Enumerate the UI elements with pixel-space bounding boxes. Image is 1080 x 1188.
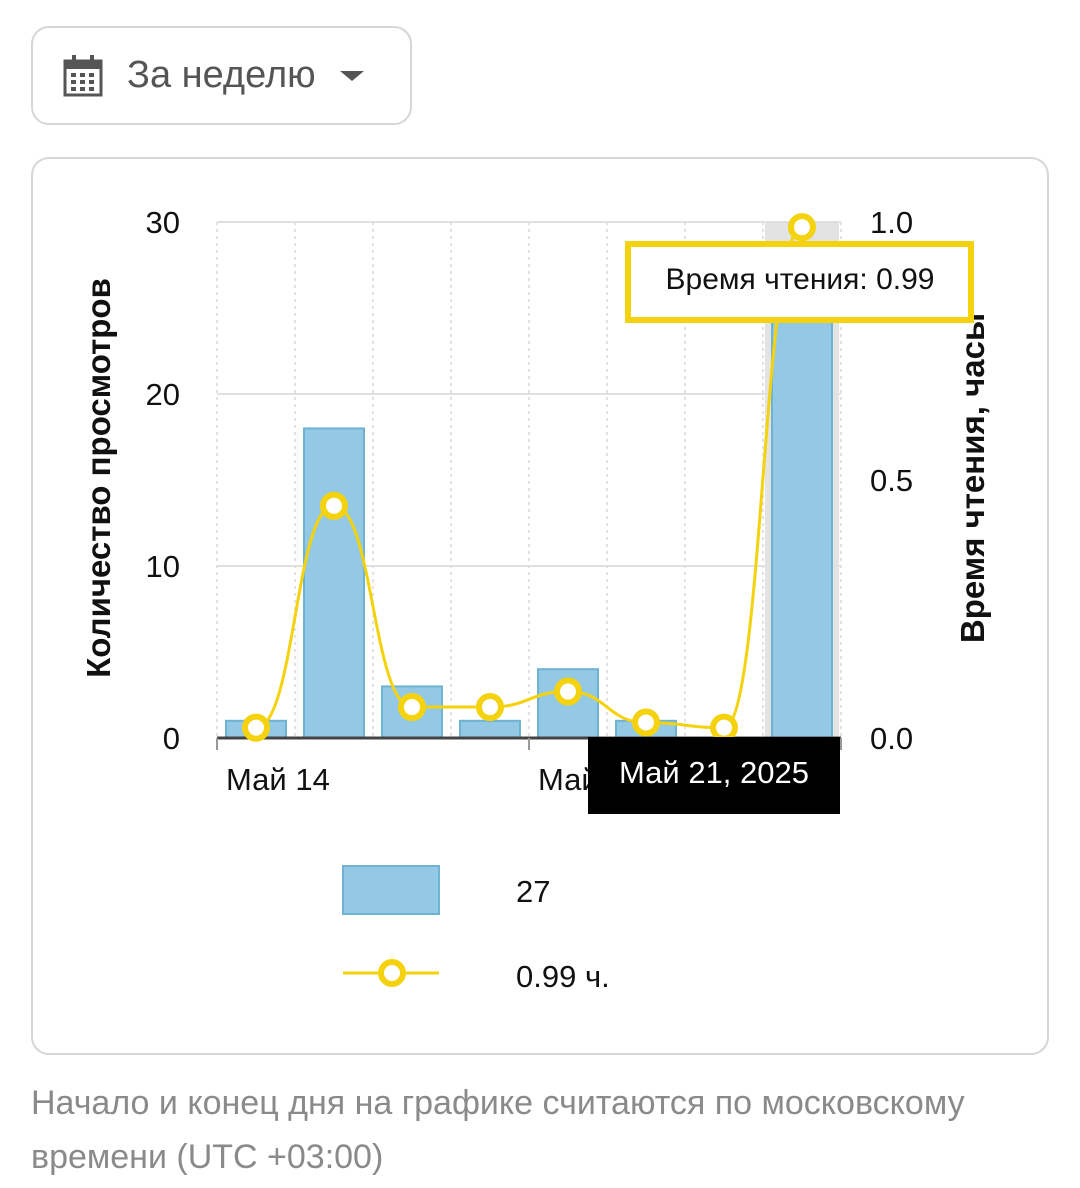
chevron-down-icon [339,70,364,81]
y-tick-label: 10 [146,549,180,584]
legend-bar-label: 27 [516,874,550,909]
line-point [632,708,660,737]
tooltip-date-text: Май 21, 2025 [619,755,809,790]
legend-line-label: 0.99 ч. [516,959,610,994]
bar [303,427,365,739]
line-point [242,713,270,742]
tooltip-line-text: Время чтения: 0.99 [666,263,935,296]
timezone-note: Начало и конец дня на графике считаются … [31,1084,965,1176]
line-point [476,693,504,722]
y-axis-right-title: Время чтения, часы [954,313,991,643]
y-tick-label: 20 [146,377,180,412]
y-tick-label: 30 [146,205,180,240]
legend-line-marker [378,959,406,987]
period-dropdown[interactable]: За неделю [31,26,412,125]
line-point [398,693,426,722]
y-right-tick-label: 0.0 [870,721,913,756]
chart-card [31,157,1049,1055]
y-right-tick-label: 0.5 [870,463,913,498]
tooltip-date-box [588,737,840,814]
calendar-icon [63,54,103,96]
line-point [554,677,582,706]
line-point [788,213,816,242]
period-label: За неделю [127,54,316,96]
bar [459,719,521,739]
line-point [710,713,738,742]
legend-bar-swatch [342,865,440,915]
line-point [320,491,348,520]
y-right-tick-label: 1.0 [870,205,913,240]
tooltip-line-box [625,241,974,323]
x-tick-label: Май 14 [226,762,330,797]
y-axis-title: Количество просмотров [80,278,117,678]
bar [771,272,833,739]
y-tick-label: 0 [163,721,180,756]
